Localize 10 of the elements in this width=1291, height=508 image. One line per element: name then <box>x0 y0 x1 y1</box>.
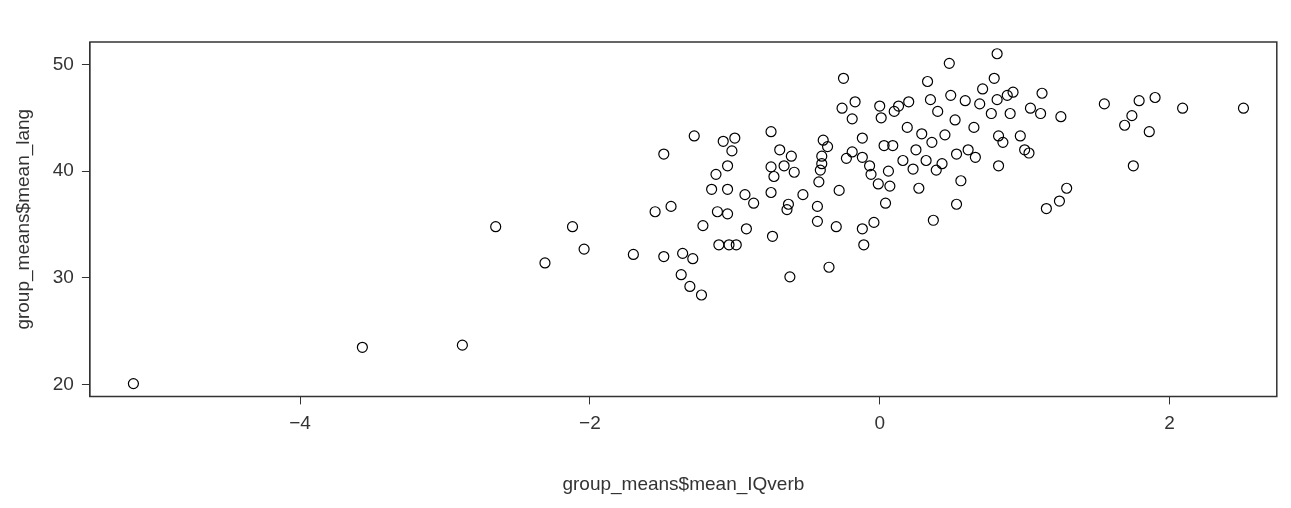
x-tick-label: 2 <box>1164 412 1175 434</box>
x-axis-title: group_means$mean_IQverb <box>562 472 805 495</box>
y-tick-label: 20 <box>52 372 74 394</box>
y-tick-label: 50 <box>52 52 74 74</box>
y-axis-title: group_means$mean_lang <box>11 108 34 330</box>
x-tick-label: −2 <box>579 412 601 434</box>
y-tick-label: 30 <box>52 266 74 288</box>
y-tick-label: 40 <box>52 159 74 181</box>
x-tick-label: −4 <box>289 412 312 434</box>
x-tick-label: 0 <box>874 412 886 434</box>
